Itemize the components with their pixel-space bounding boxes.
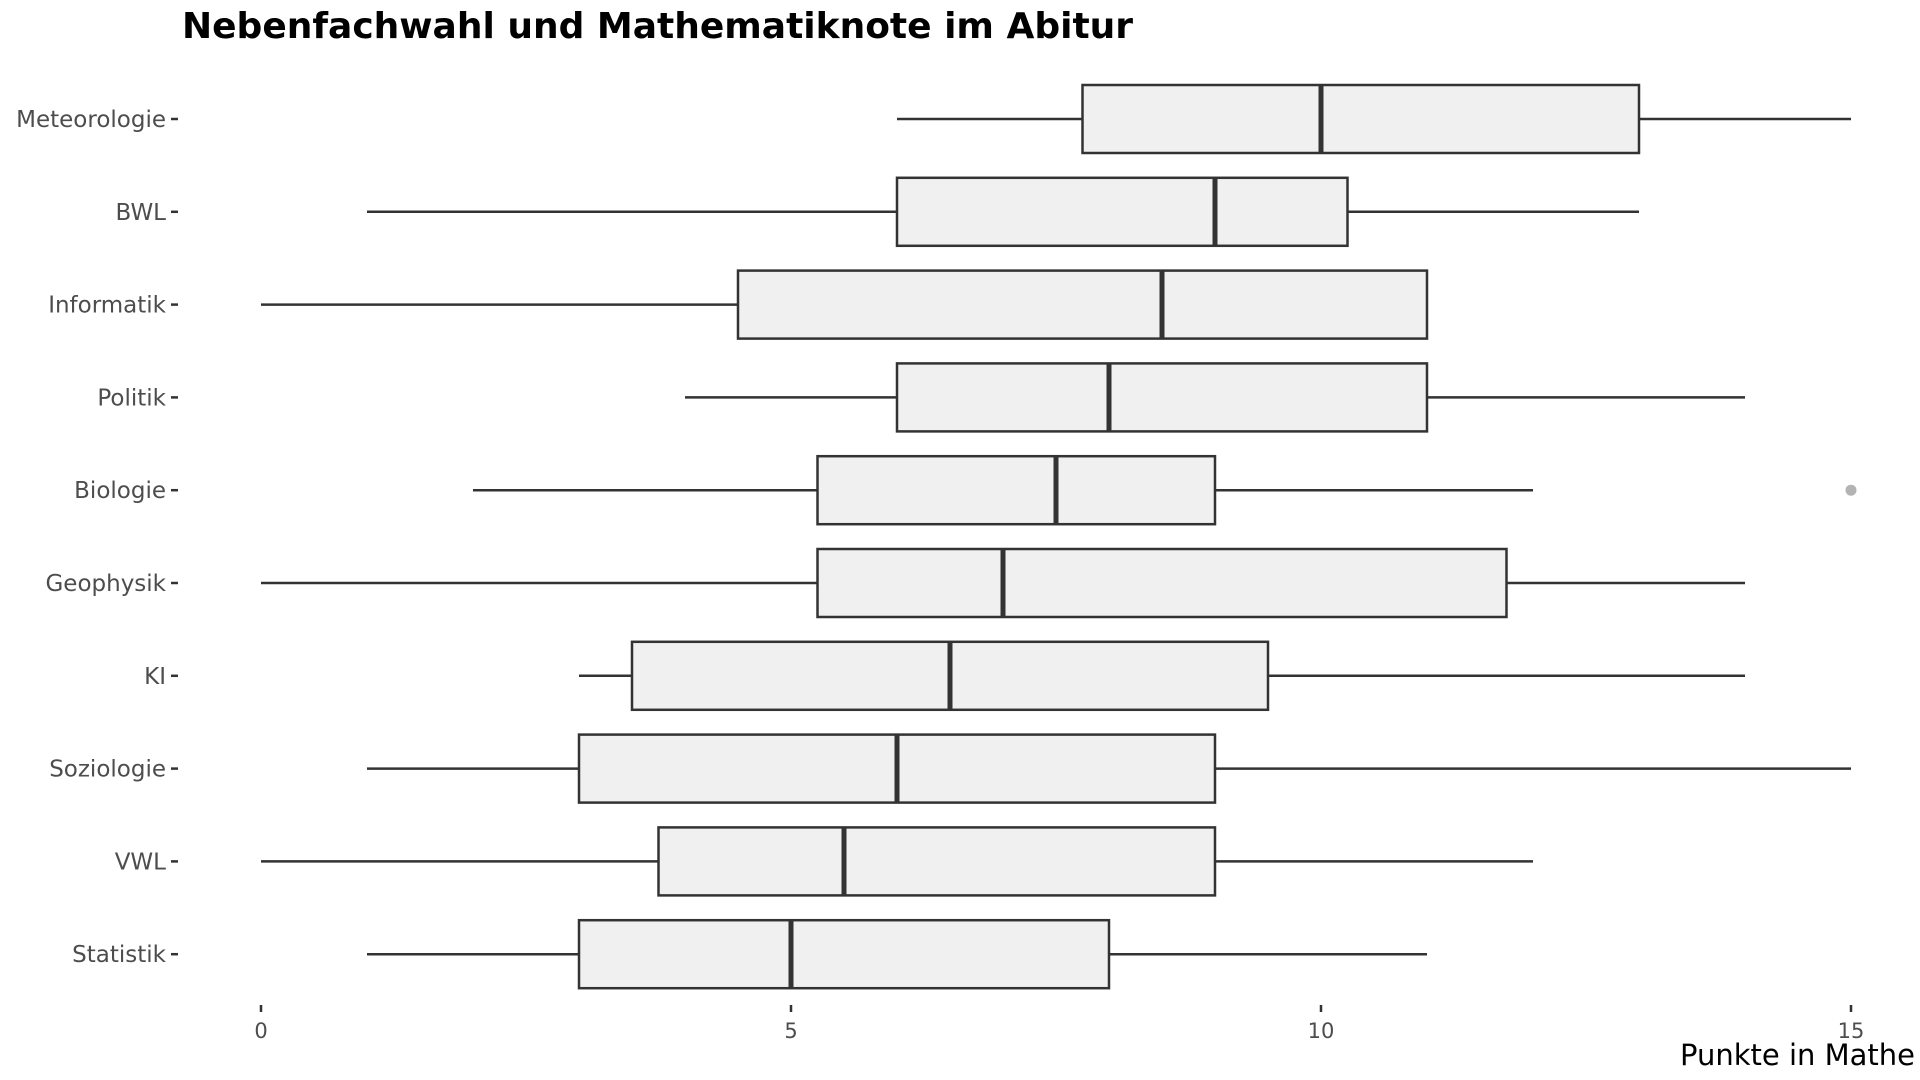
box-bwl	[895, 176, 1349, 248]
outlier-biologie-0	[1845, 484, 1857, 496]
box-biologie	[816, 454, 1217, 526]
y-tick-label-politik: Politik	[97, 385, 166, 411]
y-tick-label-vwl: VWL	[115, 849, 166, 875]
box-geophysik	[816, 547, 1508, 619]
y-tick-label-meteorologie: Meteorologie	[16, 107, 166, 133]
x-tick-label-15: 15	[1838, 1019, 1865, 1043]
y-tick-label-ki: KI	[144, 664, 166, 690]
box-statistik	[577, 918, 1111, 990]
y-tick-label-soziologie: Soziologie	[49, 757, 166, 783]
box-vwl	[657, 826, 1217, 897]
plot-area: Meteorologie BWL Informatik Politik Biologie…	[16, 83, 1865, 1043]
y-tick-label-biologie: Biologie	[74, 478, 166, 504]
y-tick-label-geophysik: Geophysik	[45, 571, 166, 597]
x-axis-title: Punkte in Mathe	[1680, 1038, 1915, 1072]
y-tick-label-informatik: Informatik	[48, 293, 166, 319]
x-tick-label-0: 0	[254, 1019, 267, 1043]
x-tick-label-5: 5	[784, 1019, 797, 1043]
box-informatik	[736, 269, 1429, 340]
y-tick-label-statistik: Statistik	[72, 942, 167, 968]
chart-title: Nebenfachwahl und Mathematiknote im Abit…	[182, 6, 1134, 47]
box-meteorologie	[1081, 83, 1641, 155]
x-tick-label-10: 10	[1308, 1019, 1335, 1043]
y-tick-label-bwl: BWL	[115, 200, 166, 226]
box-politik	[895, 362, 1429, 433]
